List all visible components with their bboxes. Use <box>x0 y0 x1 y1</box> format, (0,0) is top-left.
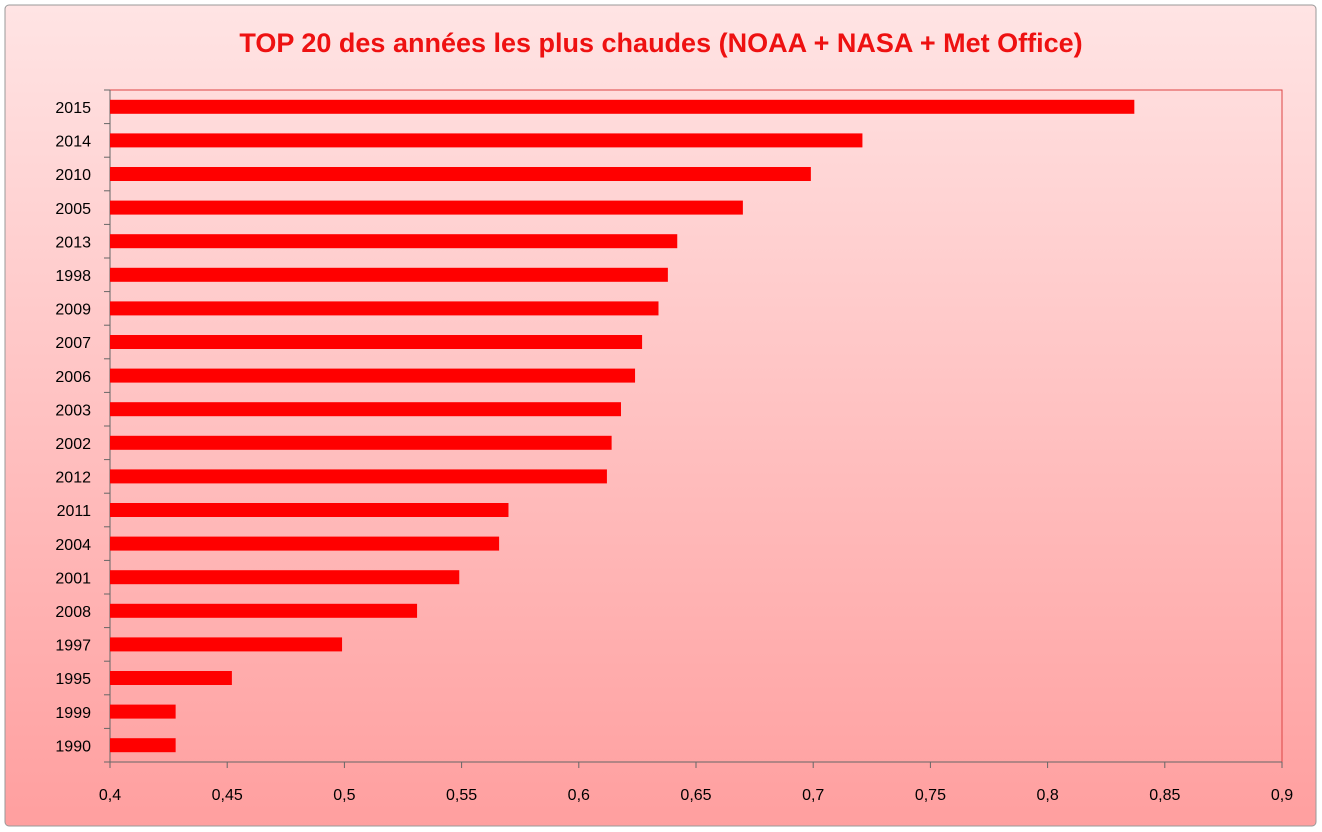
bar <box>110 704 176 719</box>
bar <box>110 570 460 585</box>
bar <box>110 368 636 383</box>
x-tick-label: 0,8 <box>1036 787 1058 804</box>
y-tick-label: 2003 <box>55 402 91 419</box>
bar <box>110 435 612 450</box>
y-tick-label: 2008 <box>55 604 91 621</box>
y-tick-label: 1999 <box>55 705 91 722</box>
bar <box>110 99 1135 114</box>
y-tick-label: 1997 <box>55 638 91 655</box>
bar <box>110 469 607 484</box>
bar <box>110 536 500 551</box>
x-tick-label: 0,85 <box>1149 787 1180 804</box>
y-tick-label: 2004 <box>55 537 91 554</box>
chart-title: TOP 20 des années les plus chaudes (NOAA… <box>239 28 1082 58</box>
bar <box>110 335 643 349</box>
bar <box>110 200 743 215</box>
y-tick-label: 1995 <box>55 671 91 688</box>
bar <box>110 503 509 517</box>
bar <box>110 402 621 417</box>
x-tick-label: 0,75 <box>915 787 946 804</box>
bar <box>110 301 659 316</box>
bar <box>110 167 811 181</box>
y-tick-label: 2011 <box>57 503 92 520</box>
y-tick-label: 2007 <box>55 335 91 352</box>
y-tick-label: 2005 <box>55 201 91 218</box>
x-tick-label: 0,6 <box>568 787 590 804</box>
x-tick-label: 0,55 <box>446 787 477 804</box>
x-tick-label: 0,7 <box>802 787 824 804</box>
y-tick-label: 2006 <box>55 369 91 386</box>
x-tick-label: 0,5 <box>333 787 355 804</box>
x-tick-label: 0,45 <box>212 787 243 804</box>
x-tick-label: 0,9 <box>1271 787 1293 804</box>
bar <box>110 738 176 753</box>
bar <box>110 671 232 685</box>
y-tick-label: 2009 <box>55 302 91 319</box>
y-tick-label: 1990 <box>55 738 91 755</box>
bar <box>110 637 343 652</box>
y-tick-label: 2002 <box>55 436 91 453</box>
x-tick-label: 0,4 <box>99 787 121 804</box>
bar <box>110 133 863 148</box>
y-tick-label: 2013 <box>55 234 91 251</box>
y-tick-label: 1998 <box>55 268 91 285</box>
y-tick-label: 2001 <box>55 570 91 587</box>
bar <box>110 267 668 282</box>
x-tick-label: 0,65 <box>680 787 711 804</box>
bar <box>110 603 418 618</box>
y-tick-label: 2015 <box>55 100 91 117</box>
bar <box>110 234 678 249</box>
y-tick-label: 2010 <box>55 167 91 184</box>
y-tick-label: 2012 <box>55 470 91 487</box>
y-tick-label: 2014 <box>55 134 91 151</box>
